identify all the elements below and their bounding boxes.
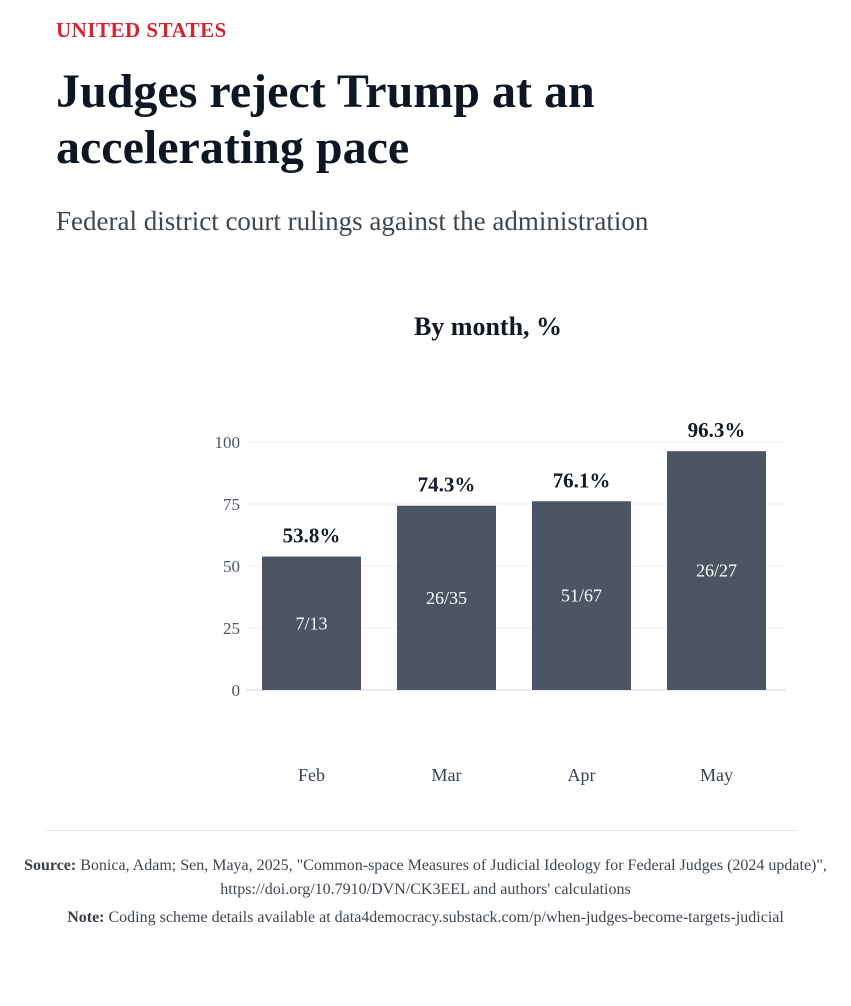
coding-note: Note: Coding scheme details available at… [0,906,851,930]
bar-inner-label: 51/67 [561,586,602,606]
y-tick-label: 75 [223,495,240,514]
source-note: Source: Bonica, Adam; Sen, Maya, 2025, "… [0,854,851,902]
source-label: Source: [24,857,77,874]
section-kicker: UNITED STATES [56,18,227,42]
data-label: 76.1% [553,468,611,492]
bar-inner-label: 26/27 [696,561,737,581]
data-label: 74.3% [418,473,476,497]
headline: Judges reject Trump at an accelerating p… [56,65,595,174]
x-tick-label: Mar [432,765,462,785]
x-tick-label: Apr [568,765,596,785]
subhead: Federal district court rulings against t… [56,206,649,236]
source-text: Bonica, Adam; Sen, Maya, 2025, "Common-s… [76,857,827,898]
y-tick-label: 50 [223,557,240,576]
data-label: 96.3% [688,418,746,442]
bar-inner-label: 7/13 [295,613,327,633]
bar [532,501,631,690]
note-label: Note: [67,909,105,926]
y-tick-label: 100 [215,433,241,452]
chart-title: By month, % [413,312,563,341]
x-tick-label: Feb [298,765,325,785]
y-tick-label: 25 [223,619,240,638]
bar [397,505,496,690]
footer-divider [46,830,796,831]
note-text: Coding scheme details available at data4… [104,909,784,926]
bar-inner-label: 26/35 [426,588,467,608]
x-tick-label: May [700,765,733,785]
bar [667,451,766,690]
bar [262,556,361,690]
data-label: 53.8% [283,524,341,548]
y-tick-label: 0 [232,681,241,700]
bar-chart: 0 25 50 75 100 53.8% 7/13 Feb 74.3% 26/35 Mar 76.1%… [215,418,786,785]
